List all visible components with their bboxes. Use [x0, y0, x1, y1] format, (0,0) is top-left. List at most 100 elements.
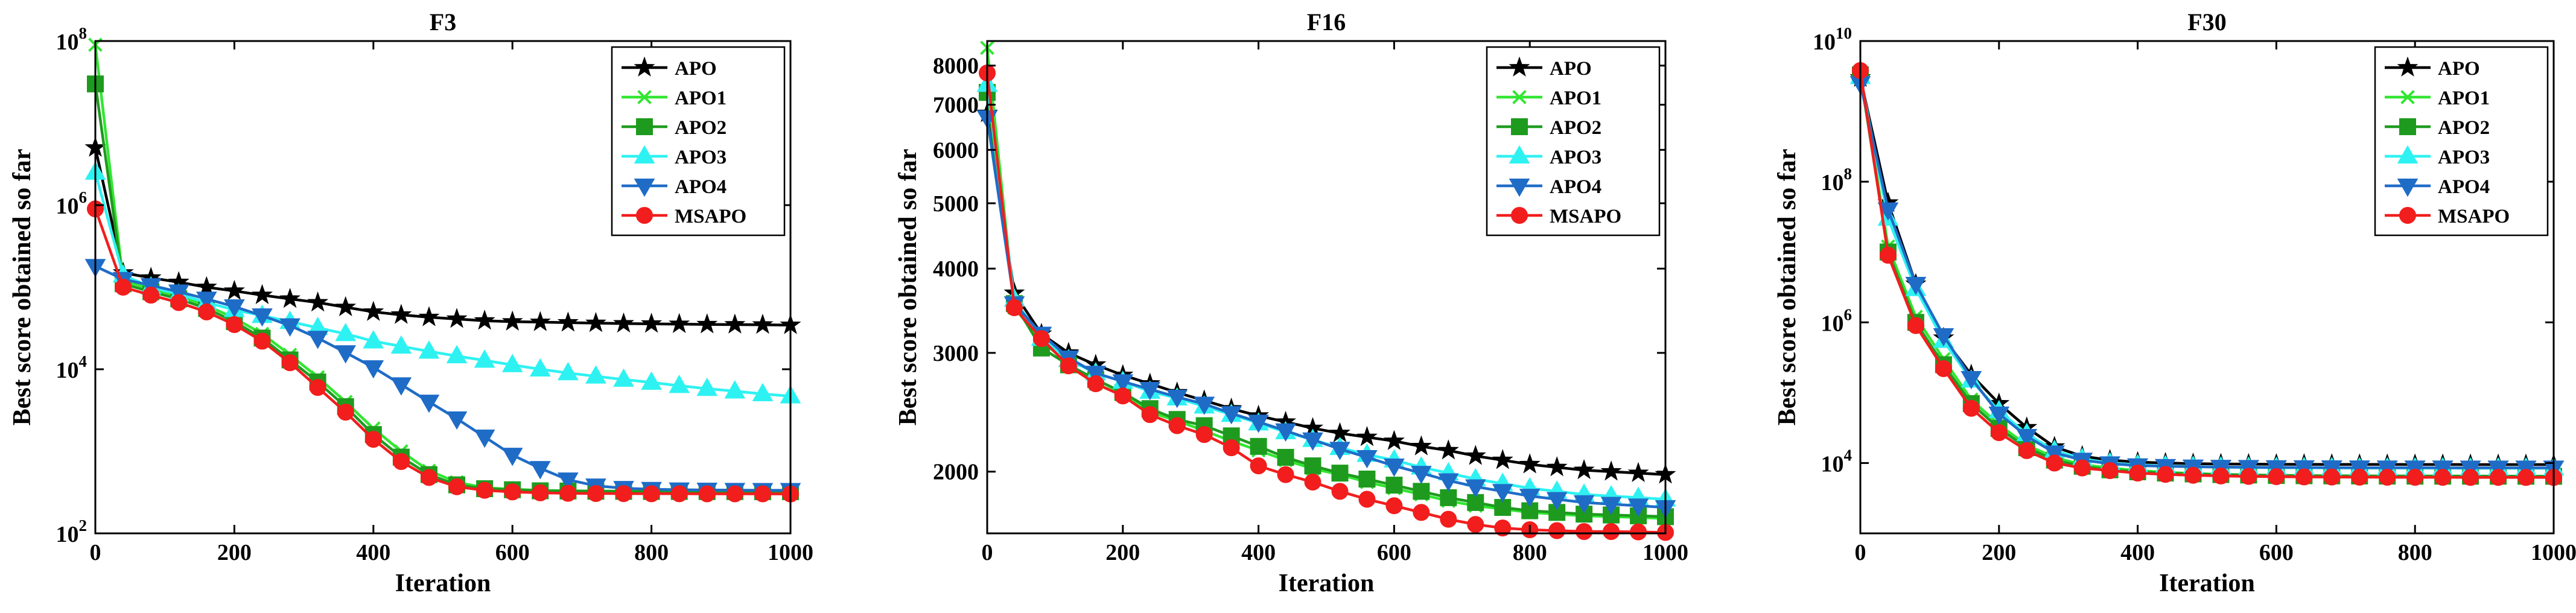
data-point: [1437, 473, 1459, 492]
legend-item-apo4: APO4: [622, 176, 727, 198]
legend-label: APO: [2438, 58, 2480, 80]
axes-frame: [986, 40, 1667, 535]
data-point: [1573, 495, 1595, 514]
y-tick-base: 10: [56, 358, 79, 383]
data-point: [474, 430, 495, 448]
data-point: [446, 411, 468, 430]
data-point: [1302, 432, 1323, 451]
data-point: [363, 360, 384, 379]
data-point: [1961, 371, 1982, 390]
legend-marker: [1509, 145, 1530, 164]
data-point: [446, 308, 468, 328]
x-tick-label: 0: [982, 540, 993, 565]
legend-item-apo: APO: [622, 56, 717, 80]
y-tick-label: 8000: [933, 54, 979, 79]
data-point: [1248, 414, 1269, 433]
data-point: [1410, 435, 1432, 456]
data-point: [337, 404, 354, 421]
data-point: [641, 371, 662, 390]
chart-title: F16: [1307, 8, 1346, 36]
data-point: [1907, 317, 1924, 334]
legend-item-apo4: APO4: [1496, 176, 1601, 198]
data-point: [307, 291, 329, 312]
x-tick-label: 600: [1377, 540, 1411, 565]
data-point: [1548, 522, 1566, 539]
data-point: [696, 313, 718, 334]
data-point: [2323, 468, 2341, 486]
data-point: [1962, 399, 1980, 417]
data-point: [558, 472, 579, 491]
data-point: [363, 330, 384, 349]
data-point: [1356, 426, 1378, 446]
legend: APO APO1 APO2 APO3 APO4 MSAPO: [1486, 46, 1661, 237]
legend-item-apo: APO: [2385, 56, 2480, 80]
data-point: [1467, 516, 1484, 533]
data-point: [501, 354, 523, 372]
data-point: [392, 453, 410, 470]
data-point: [2212, 467, 2230, 484]
legend-label: APO4: [1550, 176, 1601, 198]
legend-marker: [636, 207, 653, 224]
data-point: [1411, 466, 1432, 484]
data-point: [559, 484, 577, 502]
data-point: [476, 481, 494, 499]
data-point: [279, 318, 301, 337]
data-point: [1437, 439, 1459, 460]
legend-box: [2374, 46, 2549, 237]
y-tick-label: 6000: [933, 138, 979, 163]
x-tick-label: 1000: [768, 540, 813, 565]
data-point: [1988, 406, 2010, 425]
y-tick-base: 10: [1821, 311, 1844, 336]
data-point: [363, 300, 384, 321]
legend-marker: [637, 90, 652, 104]
data-point: [420, 469, 437, 486]
data-point: [726, 485, 743, 503]
data-point: [529, 461, 551, 480]
data-point: [1576, 523, 1593, 541]
data-point: [2129, 465, 2146, 482]
x-tick-label: 800: [1513, 540, 1547, 565]
data-point: [2295, 468, 2313, 486]
y-tick-exponent: 4: [79, 352, 87, 370]
legend: APO APO1 APO2 APO3 APO4 MSAPO: [2374, 46, 2549, 237]
y-tick-label: 104: [56, 352, 87, 383]
data-point: [1603, 523, 1620, 541]
data-point: [557, 311, 579, 332]
data-point: [1032, 330, 1050, 348]
legend-label: APO1: [675, 87, 727, 109]
data-point: [2406, 469, 2424, 486]
legend-label: MSAPO: [2438, 206, 2510, 227]
legend-marker: [1511, 207, 1528, 224]
data-point: [1440, 510, 1457, 528]
data-point: [1304, 473, 1321, 491]
y-tick-exponent: 6: [79, 188, 87, 206]
data-point: [1383, 430, 1405, 450]
data-point: [698, 485, 716, 503]
data-point: [198, 303, 215, 320]
data-point: [1494, 519, 1512, 537]
data-point: [1195, 426, 1213, 443]
legend-label: APO4: [675, 176, 727, 198]
legend-marker: [2399, 207, 2416, 224]
data-point: [752, 383, 774, 401]
data-point: [307, 331, 328, 349]
data-point: [335, 296, 357, 317]
data-point: [1139, 382, 1161, 401]
x-tick-label: 200: [217, 540, 252, 565]
legend-label: APO4: [2438, 176, 2490, 198]
x-tick-label: 1000: [2531, 540, 2576, 565]
data-point: [1492, 484, 1513, 503]
x-axis-label: Iteration: [395, 570, 491, 597]
data-point: [279, 287, 301, 308]
data-point: [669, 375, 690, 393]
legend-marker: [2397, 178, 2419, 197]
data-point: [1385, 497, 1403, 515]
y-tick-label: 3000: [933, 341, 979, 366]
x-tick-label: 400: [1241, 540, 1276, 565]
data-point: [196, 276, 217, 296]
data-point: [309, 379, 326, 396]
legend-item-apo1: APO1: [2385, 87, 2490, 109]
x-axis-label: Iteration: [1279, 570, 1375, 597]
data-point: [418, 306, 440, 326]
